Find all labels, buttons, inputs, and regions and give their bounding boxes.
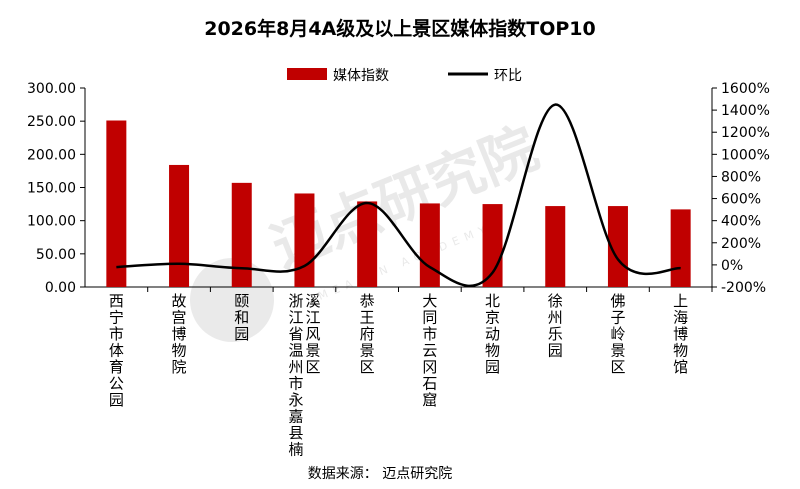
chart-title: 2026年8月4A级及以上景区媒体指数TOP10 <box>204 17 596 40</box>
legend-swatch-bar <box>287 68 327 80</box>
bar <box>231 182 252 287</box>
bar <box>670 209 691 287</box>
legend: 媒体指数 环比 <box>287 68 522 84</box>
y-left-tick-label: 50.00 <box>36 247 76 263</box>
y-left-tick-label: 200.00 <box>27 147 76 163</box>
plot-area: 0.00 50.00 100.00 150.00 200.00 250.00 300.00 -… <box>27 81 770 459</box>
bar <box>106 120 127 288</box>
category-label: 西宁市体育公园 <box>109 292 124 409</box>
watermark-logo-icon <box>190 258 274 342</box>
source-note: 数据来源： 迈点研究院 <box>308 466 452 482</box>
category-label: 浙江省温州市永嘉县楠溪江风景区 <box>288 292 320 459</box>
y-right-tick-label: 1600% <box>721 81 770 97</box>
y-left-tick-label: 0.00 <box>45 280 76 296</box>
category-label: 佛子岭景区 <box>610 292 625 376</box>
y-left-tick-label: 100.00 <box>27 214 76 230</box>
category-label: 故宫博物院 <box>172 292 187 376</box>
y-right-tick-label: 0% <box>721 258 743 274</box>
bar <box>607 206 628 287</box>
category-label: 大同市云冈石窟 <box>422 292 437 409</box>
y-left-tick-label: 300.00 <box>27 81 76 97</box>
bar <box>419 203 440 287</box>
category-label: 恭王府景区 <box>360 292 375 376</box>
y-right-tick-label: 600% <box>721 192 761 208</box>
y-right-tick-label: -200% <box>721 280 766 296</box>
y-left-tick-label: 150.00 <box>27 181 76 197</box>
category-label: 颐和园 <box>234 292 249 343</box>
y-right-tick-label: 1000% <box>721 147 770 163</box>
bar <box>169 164 190 287</box>
line-series-mom <box>116 103 681 287</box>
y-right-tick-label: 800% <box>721 169 761 185</box>
category-label: 上海博物馆 <box>673 292 688 376</box>
bar <box>545 206 566 287</box>
y-right-tick-label: 1400% <box>721 103 770 119</box>
bar <box>294 193 315 287</box>
legend-label-line: 环比 <box>494 68 522 84</box>
category-label: 徐州乐园 <box>548 292 563 360</box>
bar <box>357 201 378 287</box>
category-label: 北京动物园 <box>485 292 500 376</box>
y-right-tick-label: 200% <box>721 236 761 252</box>
y-right-tick-label: 1200% <box>721 125 770 141</box>
y-left-tick-label: 250.00 <box>27 114 76 130</box>
y-right-tick-label: 400% <box>721 214 761 230</box>
legend-label-bar: 媒体指数 <box>333 68 389 84</box>
